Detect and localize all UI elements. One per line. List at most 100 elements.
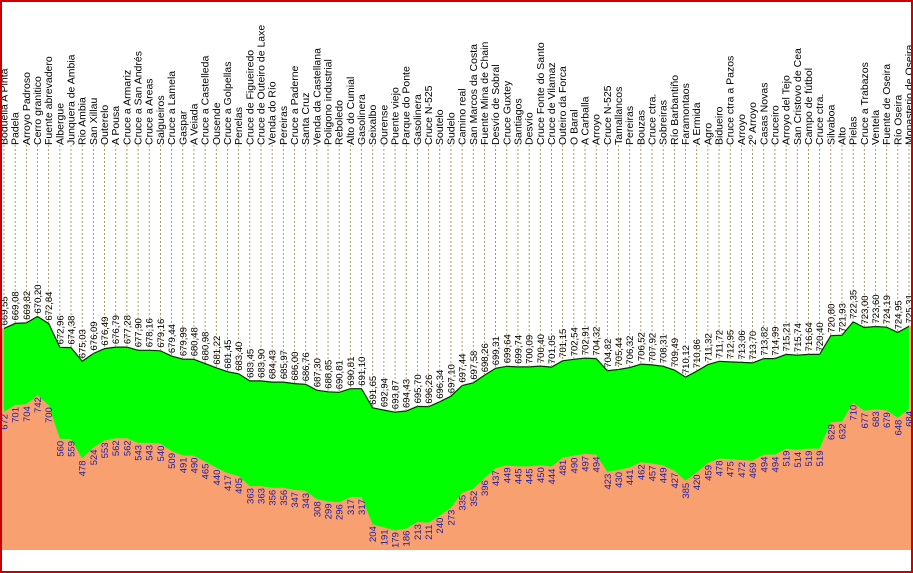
altitude-label: 494	[759, 457, 770, 473]
place-label: Cruce a Lamela	[166, 71, 178, 145]
km-label: 702,91	[580, 326, 591, 355]
altitude-label: 469	[748, 463, 759, 479]
km-label: 725,31	[905, 294, 913, 323]
altitude-label: 514	[793, 452, 804, 468]
km-label: 724,19	[882, 295, 893, 324]
altitude-label: 445	[525, 468, 536, 484]
km-label: 676,49	[100, 317, 111, 346]
altitude-label: 363	[256, 488, 267, 504]
place-label: Arroyo Padroso	[21, 72, 33, 145]
place-label: Pereiras	[624, 106, 636, 145]
place-label: Cruce a Castelleda	[200, 56, 212, 145]
altitude-label: 347	[290, 492, 301, 508]
km-label: 670,20	[33, 284, 44, 313]
sky-area	[0, 0, 913, 412]
place-label: Salgueiros	[155, 95, 167, 145]
km-label: 723,00	[860, 295, 871, 324]
km-label: 701,05	[547, 335, 558, 364]
place-label: Junquera de Ambia	[66, 54, 78, 145]
altitude-label: 701	[11, 407, 22, 423]
place-label: Cruce de Outeiro de Laxe	[255, 25, 267, 145]
altitude-label: 677	[860, 413, 871, 429]
altitude-label: 417	[223, 475, 234, 491]
place-label: Fuente Mina de Chain	[479, 42, 491, 145]
place-label: Cruce N-525	[602, 85, 614, 145]
altitude-label: 481	[558, 460, 569, 476]
km-label: 669,82	[22, 291, 33, 320]
km-label: 711,72	[715, 330, 726, 358]
km-label: 713,82	[759, 327, 770, 356]
altitude-label: 462	[636, 464, 647, 480]
place-label: Cruce Fonte do Santo	[535, 42, 547, 145]
km-label: 710,86	[692, 339, 703, 368]
altitude-label: 299	[324, 503, 335, 519]
place-label: Gasolinera	[356, 94, 368, 145]
km-label: 705,44	[614, 337, 625, 366]
altitude-label: 213	[413, 524, 424, 540]
km-label: 700,40	[536, 334, 547, 363]
place-label: Gasolinera	[412, 94, 424, 145]
km-label: 691,10	[357, 357, 368, 386]
place-label: Cruce ctra.	[647, 94, 659, 145]
altitude-label: 191	[379, 529, 390, 545]
km-label: 679,99	[178, 327, 189, 356]
altitude-label: 683	[871, 411, 882, 427]
place-label: Ourense	[378, 105, 390, 145]
place-label: Cruce a Trabazos	[859, 62, 871, 145]
place-label: San Cristovo de Cea	[792, 48, 804, 145]
place-label: Poligono industrial	[323, 59, 335, 145]
altitude-label: 186	[402, 531, 413, 547]
altitude-label: 494	[770, 457, 781, 473]
place-label: Campo de fútbol	[803, 68, 815, 145]
km-label: 692,94	[379, 378, 390, 407]
km-label: 706,32	[625, 336, 636, 365]
place-label: Reboledo	[334, 100, 346, 145]
km-label: 677,90	[134, 318, 145, 347]
km-label: 707,92	[648, 333, 659, 362]
place-label: Cruce N-525	[423, 85, 435, 145]
place-label: Pereiras	[278, 106, 290, 145]
altitude-label: 524	[89, 449, 100, 465]
altitude-label: 240	[435, 518, 446, 534]
altitude-label: 405	[234, 478, 245, 494]
place-label: Santiagos	[512, 98, 524, 145]
km-label: 672,84	[44, 292, 55, 321]
km-label: 721,93	[837, 303, 848, 332]
km-label: 722,35	[849, 290, 860, 319]
place-label: Cruce a San Andrés	[133, 51, 145, 145]
altitude-label: 679	[882, 412, 893, 428]
altitude-label: 450	[536, 467, 547, 483]
km-label: 714,99	[770, 327, 781, 356]
km-label: 690,81	[346, 357, 357, 386]
place-label: Agro	[702, 123, 714, 145]
km-label: 698,26	[480, 343, 491, 372]
altitude-label: 632	[837, 424, 848, 440]
km-label: 694,43	[402, 379, 413, 408]
place-label: O Baral	[568, 109, 580, 145]
place-label: Arroyo	[736, 114, 748, 145]
place-label: Cruce ctra a Pazos	[725, 56, 737, 145]
place-label: Ousende	[211, 102, 223, 145]
altitude-label: 465	[201, 464, 212, 480]
place-label: Tamallancos	[613, 87, 625, 145]
km-label: 699,74	[513, 335, 524, 364]
altitude-label: 562	[111, 440, 122, 456]
altitude-label: 204	[368, 526, 379, 542]
place-label: Camino real	[457, 88, 469, 145]
km-label: 699,64	[502, 334, 513, 363]
km-label: 713,70	[748, 331, 759, 360]
place-label: Fuente abrevadero	[43, 56, 55, 145]
place-label: Cerro granitico	[32, 76, 44, 145]
km-label: 683,45	[245, 349, 256, 378]
altitude-label: 684	[905, 411, 913, 427]
altitude-label: 629	[826, 424, 837, 440]
altitude-label: 519	[815, 451, 826, 467]
km-label: 680,48	[189, 327, 200, 356]
place-label: San Xillau	[88, 98, 100, 145]
km-label: 681,45	[223, 340, 234, 369]
place-label: Alto	[836, 127, 848, 145]
km-label: 697,44	[458, 354, 469, 383]
place-label: Rio Ambia	[77, 97, 89, 145]
km-label: 720,40	[815, 322, 826, 351]
place-label: Monasterio de Oseira	[904, 44, 913, 145]
